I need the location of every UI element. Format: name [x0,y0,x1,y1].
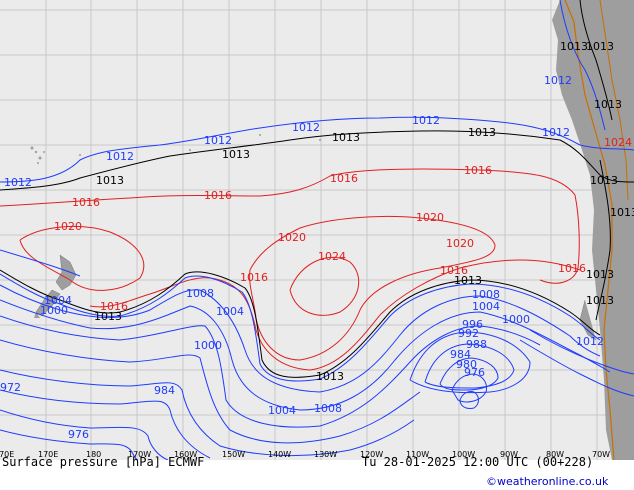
isobar-label: 1016 [100,300,128,313]
isobar-label: 1000 [194,339,222,352]
isobar-label: 1013 [454,274,482,287]
isobar-label: 1013 [316,370,344,383]
lon-label: 140W [268,450,291,459]
isobar-label: 1013 [560,40,588,53]
isobar-label: 1016 [240,271,268,284]
isobar-label: 1016 [464,164,492,177]
isobar-label: 1008 [314,402,342,415]
isobar-label: 976 [464,366,485,379]
isobar-label: 1012 [204,134,232,147]
isobar-label: 976 [68,428,89,441]
lat-lon-grid [0,0,634,460]
pressure-map: 1012 1012 1012 1012 1012 1012 1012 1012 … [0,0,634,461]
isobar-label: 1020 [416,211,444,224]
lon-label: 160W [174,450,197,459]
isobar-label: 1024 [318,250,346,263]
isobar-label: 1012 [542,126,570,139]
isobar-label: 1013 [468,126,496,139]
isobar-label: 1013 [96,174,124,187]
isobar-label: 1004 [472,300,500,313]
isobar-label: 980 [456,358,477,371]
isobar-label: 1012 [412,114,440,127]
isobar-label: 1000 [40,304,68,317]
isobar-label: 972 [0,381,21,394]
isobar-label: 1016 [558,262,586,275]
map-footer: Surface pressure [hPa] ECMWF Tu 28-01-20… [0,455,634,490]
isobar-label: 992 [458,327,479,340]
isobar-label: 1013 [222,148,250,161]
isobar-label: 1020 [54,220,82,233]
pacific-islands [30,134,321,164]
isobar-label: 1012 [292,121,320,134]
isobar-label: 1016 [440,264,468,277]
lon-label: 120W [360,450,383,459]
isobar-label: 1012 [544,74,572,87]
isobar-label: 1004 [216,305,244,318]
isobar-label: 1012 [576,335,604,348]
isobar-label: 1000 [502,313,530,326]
lon-label: 170W [128,450,151,459]
map-canvas: 1012 1012 1012 1012 1012 1012 1012 1012 … [0,0,634,461]
isobar-label: 1008 [186,287,214,300]
isobar-label: 1020 [278,231,306,244]
isobar-label: 1016 [330,172,358,185]
isobar-label: 984 [450,348,471,361]
isobar-label: 1013 [594,98,622,111]
isobar-label: 1013 [332,131,360,144]
lon-label: 130W [314,450,337,459]
lon-label: 100W [452,450,475,459]
map-title: Surface pressure [hPa] ECMWF [2,455,205,469]
lon-label: 150W [222,450,245,459]
isobar-labels: 1012 1012 1012 1012 1012 1012 1012 1012 … [0,40,634,441]
isobar-label: 984 [154,384,175,397]
lon-label: 180 [86,450,101,459]
isobar-label: 988 [466,338,487,351]
forecast-datetime: Tu 28-01-2025 12:00 UTC (00+228) [362,455,594,469]
lon-label: 170E [38,450,58,459]
isobar-label: 1004 [44,294,72,307]
isobar-label: 1008 [472,288,500,301]
lon-label: 110W [406,450,429,459]
lon-label: 70W [592,450,610,459]
isobar-lines [0,0,634,461]
isobar-label: 1013 [610,206,634,219]
credit-link[interactable]: ©weatheronline.co.uk [486,475,609,488]
isobar-label: 1013 [590,174,618,187]
isobar-label: 1012 [4,176,32,189]
isobar-label: 1016 [204,189,232,202]
longitude-labels: 170E 170E 180 170W 160W 150W 140W 130W 1… [0,450,610,459]
isobar-label: 1004 [268,404,296,417]
isobar-label: 1024 [604,136,632,149]
lon-label: 90W [500,450,518,459]
lon-label: 170E [0,450,14,459]
isobar-label: 1013 [94,310,122,323]
isobar-label: 1016 [72,196,100,209]
isobar-label: 996 [462,318,483,331]
isobar-label: 1013 [586,294,614,307]
isobar-label: 1013 [586,268,614,281]
lon-label: 80W [546,450,564,459]
isobar-label: 1013 [586,40,614,53]
south-america-land [552,0,634,461]
isobar-label: 1020 [446,237,474,250]
isobar-label: 1012 [106,150,134,163]
